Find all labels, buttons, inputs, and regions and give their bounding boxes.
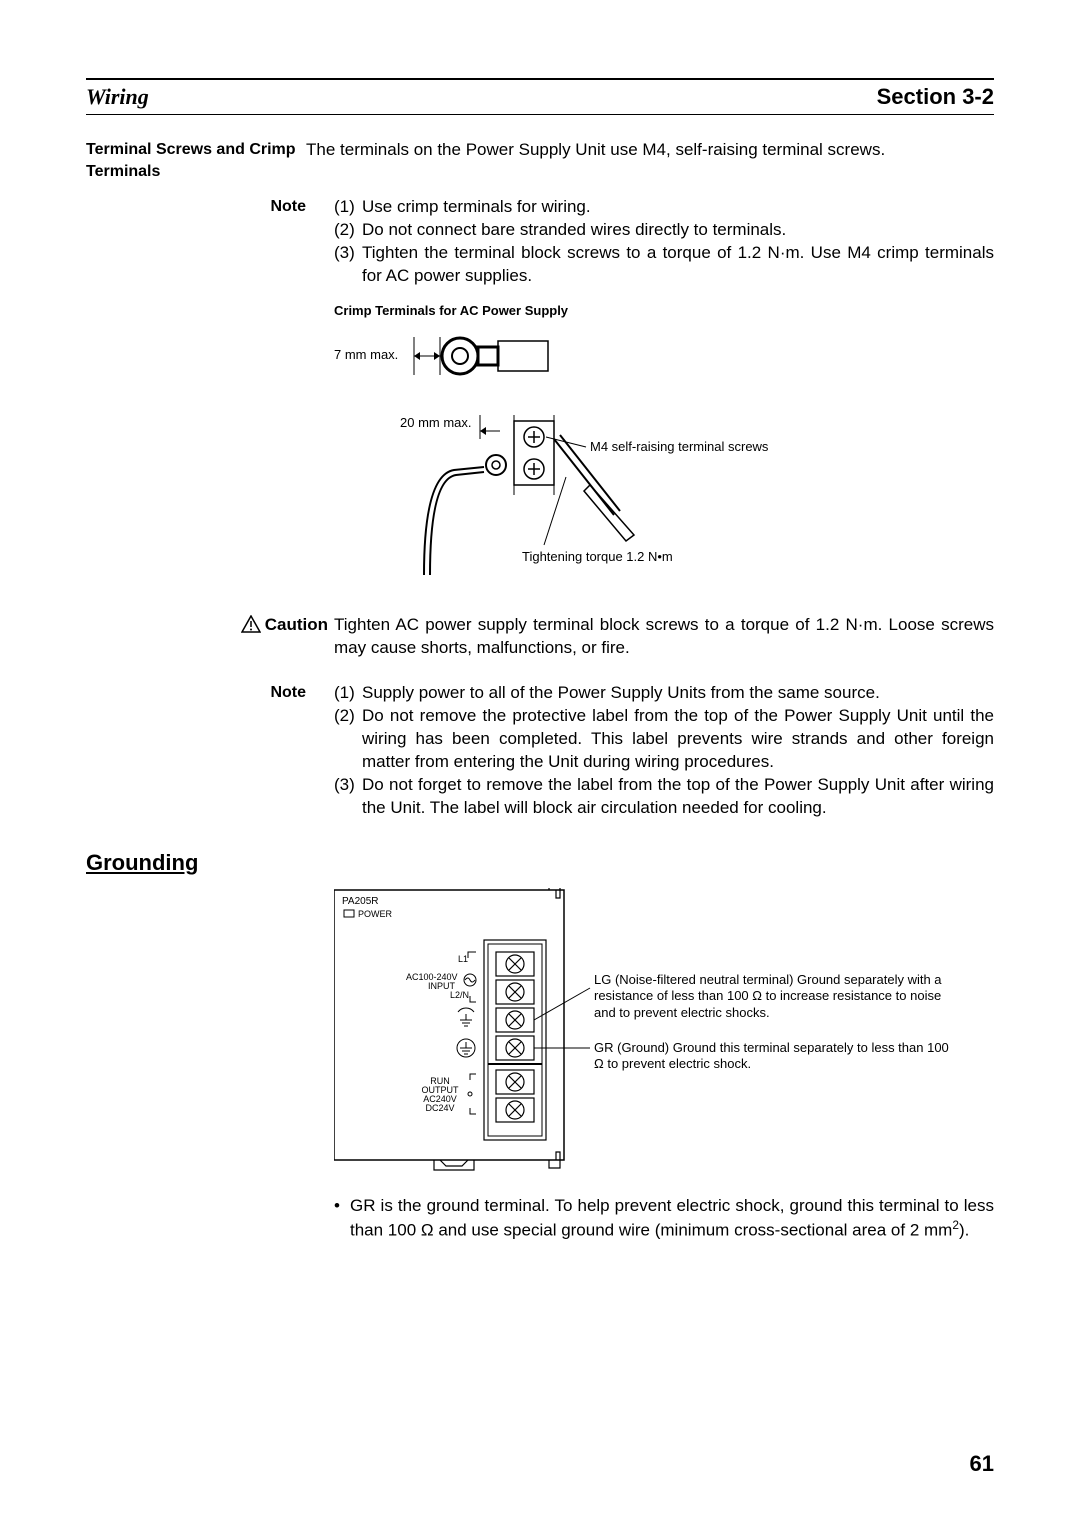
note1-label: Note <box>86 196 334 218</box>
note1-item-1: (1) Use crimp terminals for wiring. <box>334 196 994 219</box>
label-20mm: 20 mm max. <box>400 415 472 430</box>
note1-item-2: (2) Do not connect bare stranded wires d… <box>334 219 994 242</box>
figure-grounding-svg: PA205R POWER <box>334 888 974 1178</box>
bullet-dot: • <box>334 1195 350 1244</box>
figure-crimp-terminals: Crimp Terminals for AC Power Supply 7 mm… <box>334 302 994 592</box>
side-heading-terminal-screws: Terminal Screws and Crimp Terminals <box>86 139 306 182</box>
header-row: Wiring Section 3-2 <box>86 78 994 115</box>
page: Wiring Section 3-2 Terminal Screws and C… <box>0 0 1080 1527</box>
note2-item-1: (1) Supply power to all of the Power Sup… <box>334 682 994 705</box>
label-dc24: DC24V <box>425 1103 454 1113</box>
label-m4-screws: M4 self-raising terminal screws <box>590 439 769 454</box>
header-right: Section 3-2 <box>877 84 994 110</box>
label-lg-text: LG (Noise-filtered neutral terminal) Gro… <box>594 972 954 1021</box>
caution-row: Caution Tighten AC power supply terminal… <box>86 614 994 660</box>
note1-body: (1) Use crimp terminals for wiring. (2) … <box>334 196 994 288</box>
note1-row: Note (1) Use crimp terminals for wiring.… <box>86 196 994 288</box>
label-model: PA205R <box>342 896 379 907</box>
note2-item-2: (2) Do not remove the protective label f… <box>334 705 994 774</box>
note2-item-3: (3) Do not forget to remove the label fr… <box>334 774 994 820</box>
note2-body: (1) Supply power to all of the Power Sup… <box>334 682 994 820</box>
label-gr-text: GR (Ground) Ground this terminal separat… <box>594 1040 954 1073</box>
figure-grounding: PA205R POWER <box>334 888 994 1185</box>
grounding-heading: Grounding <box>86 848 994 878</box>
grounding-bullet: • GR is the ground terminal. To help pre… <box>334 1195 994 1244</box>
caution-text: Tighten AC power supply terminal block s… <box>334 614 994 660</box>
header-left: Wiring <box>86 84 149 110</box>
note2-label: Note <box>86 682 334 704</box>
terminal-screws-row: Terminal Screws and Crimp Terminals The … <box>86 139 994 182</box>
caution-label: Caution <box>265 614 328 637</box>
note1-item-3: (3) Tighten the terminal block screws to… <box>334 242 994 288</box>
label-torque: Tightening torque 1.2 N•m <box>522 549 673 564</box>
note2-row: Note (1) Supply power to all of the Powe… <box>86 682 994 820</box>
grounding-bullet-text: GR is the ground terminal. To help preve… <box>350 1195 994 1244</box>
figure1-title: Crimp Terminals for AC Power Supply <box>334 302 994 320</box>
label-l1: L1 <box>458 954 468 964</box>
page-number: 61 <box>970 1451 994 1477</box>
figure1-svg: 7 mm max. 20 mm max. <box>334 325 874 585</box>
caution-left: Caution <box>86 614 334 660</box>
body: Terminal Screws and Crimp Terminals The … <box>86 139 994 1243</box>
label-l2n: L2/N <box>450 990 469 1000</box>
label-7mm: 7 mm max. <box>334 347 398 362</box>
warning-icon <box>241 615 261 633</box>
terminal-screws-text: The terminals on the Power Supply Unit u… <box>306 139 994 162</box>
label-power: POWER <box>358 909 393 919</box>
